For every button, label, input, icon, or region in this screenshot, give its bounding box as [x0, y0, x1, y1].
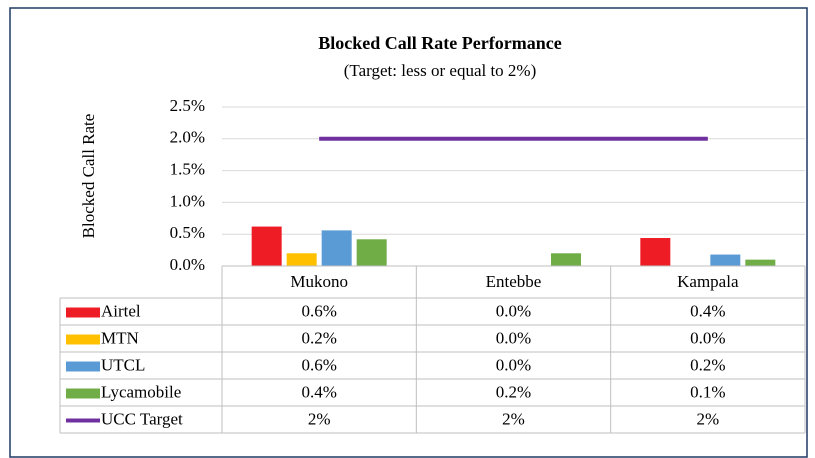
legend-label: UTCL [101, 355, 145, 374]
table-cell: 0.2% [690, 355, 725, 374]
chart-frame [9, 7, 808, 458]
legend-key [66, 334, 100, 345]
y-tick-label: 0.0% [170, 255, 205, 274]
chart-subtitle: (Target: less or equal to 2%) [344, 61, 537, 80]
table-cell: 0.2% [301, 328, 336, 347]
table-cell: 2% [696, 409, 719, 428]
bar [251, 226, 282, 266]
table-cell: 0.0% [496, 355, 531, 374]
y-tick-label: 2.5% [170, 96, 205, 115]
bar [551, 253, 581, 266]
x-tick-label: Kampala [677, 272, 739, 291]
bar [286, 253, 317, 266]
table-cell: 0.0% [496, 301, 531, 320]
x-tick-label: Mukono [290, 272, 348, 291]
y-tick-label: 2.0% [170, 128, 205, 147]
legend-key [66, 361, 100, 372]
table-cell: 0.4% [690, 301, 725, 320]
bar [356, 239, 387, 266]
table-cell: 0.4% [301, 382, 336, 401]
bar [640, 238, 671, 266]
bar [321, 230, 352, 266]
table-cell: 2% [308, 409, 331, 428]
legend-key [66, 388, 100, 399]
table-cell: 0.0% [496, 328, 531, 347]
legend-label: Lycamobile [101, 382, 181, 401]
bar [710, 254, 741, 266]
legend-label: MTN [101, 328, 139, 347]
y-tick-label: 1.5% [170, 160, 205, 179]
legend-key [66, 307, 100, 318]
table-cell: 2% [502, 409, 525, 428]
table-cell: 0.2% [496, 382, 531, 401]
table-cell: 0.1% [690, 382, 725, 401]
table-cell: 0.0% [690, 328, 725, 347]
x-tick-label: Entebbe [486, 272, 542, 291]
y-tick-label: 1.0% [170, 191, 205, 210]
bar [745, 259, 776, 266]
table-cell: 0.6% [301, 301, 336, 320]
chart-title: Blocked Call Rate Performance [318, 33, 561, 53]
legend-label: UCC Target [101, 409, 183, 428]
y-tick-label: 0.5% [170, 223, 205, 242]
y-axis-label: Blocked Call Rate [79, 114, 98, 239]
table-cell: 0.6% [301, 355, 336, 374]
legend-label: Airtel [101, 301, 141, 320]
